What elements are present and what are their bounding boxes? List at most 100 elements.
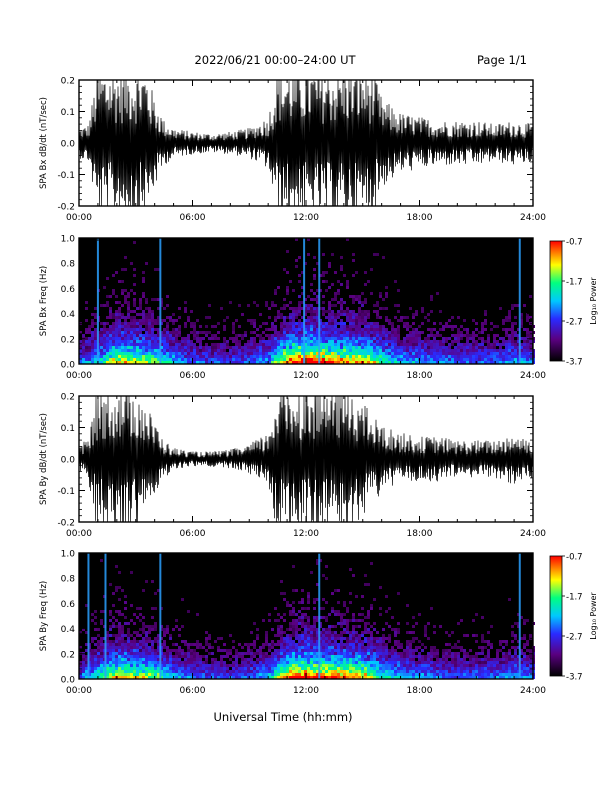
spectrogram-cell xyxy=(187,676,190,679)
spectrogram-cell xyxy=(82,349,85,352)
spectrogram-cell xyxy=(187,352,190,355)
spectrogram-cell xyxy=(343,664,346,667)
spectrogram-cell xyxy=(286,652,289,655)
spectrogram-cell xyxy=(406,631,409,634)
spectrogram-cell xyxy=(340,676,343,679)
spectrogram-cell xyxy=(121,358,124,361)
spectrogram-cell xyxy=(307,631,310,634)
spectrogram-cell xyxy=(451,646,454,649)
spectrogram-cell xyxy=(289,349,292,352)
spectrogram-cell xyxy=(421,358,424,361)
y-tick-label: 0.8 xyxy=(61,260,76,270)
spectrogram-cell xyxy=(118,301,121,304)
spectrogram-cell xyxy=(175,676,178,679)
spectrogram-cell xyxy=(121,643,124,646)
spectrogram-cell xyxy=(445,352,448,355)
spectrogram-cell xyxy=(409,307,412,310)
spectrogram-cell xyxy=(307,634,310,637)
spectrogram-cell xyxy=(421,346,424,349)
spectrogram-cell xyxy=(175,361,178,364)
spectrogram-cell xyxy=(88,652,91,655)
spectrogram-cell xyxy=(268,361,271,364)
spectrogram-cell xyxy=(127,316,130,319)
spectrogram-cell xyxy=(418,352,421,355)
spectrogram-cell xyxy=(355,334,358,337)
spectrogram-cell xyxy=(292,331,295,334)
spectrogram-cell xyxy=(373,676,376,679)
spectrogram-cell xyxy=(118,655,121,658)
spectrogram-cell xyxy=(301,643,304,646)
spectrogram-cell xyxy=(430,658,433,661)
spectrogram-cell xyxy=(145,580,148,583)
spectrogram-cell xyxy=(136,643,139,646)
spectrogram-cell xyxy=(178,334,181,337)
spectrogram-cell xyxy=(394,355,397,358)
spectrogram-cell xyxy=(316,361,319,364)
spectrogram-cell xyxy=(169,349,172,352)
spectrogram-cell xyxy=(319,307,322,310)
spectrogram-cell xyxy=(343,361,346,364)
spectrogram-cell xyxy=(145,349,148,352)
spectrogram-cell xyxy=(430,310,433,313)
spectrogram-cell xyxy=(388,343,391,346)
spectrogram-cell xyxy=(124,268,127,271)
spectrogram-cell xyxy=(394,304,397,307)
spectrogram-cell xyxy=(349,643,352,646)
spectrogram-cell xyxy=(265,340,268,343)
spectrogram-cell xyxy=(439,352,442,355)
spectrogram-cell xyxy=(346,337,349,340)
spectrogram-cell xyxy=(298,670,301,673)
spectrogram-cell xyxy=(475,640,478,643)
spectrogram-cell xyxy=(340,256,343,259)
spectrogram-cell xyxy=(121,331,124,334)
spectrogram-cell xyxy=(481,325,484,328)
spectrogram-cell xyxy=(91,355,94,358)
spectrogram-cell xyxy=(271,340,274,343)
spectrogram-cell xyxy=(481,673,484,676)
spectrogram-cell xyxy=(403,649,406,652)
spectrogram-cell xyxy=(259,676,262,679)
spectrogram-cell xyxy=(352,655,355,658)
spectrogram-cell xyxy=(151,670,154,673)
spectrogram-cell xyxy=(469,361,472,364)
spectrogram-cell xyxy=(151,343,154,346)
spectrogram-cell xyxy=(244,676,247,679)
spectrogram-cell xyxy=(184,349,187,352)
spectrogram-cell xyxy=(154,673,157,676)
spectrogram-cell xyxy=(97,670,100,673)
spectrogram-cell xyxy=(514,352,517,355)
spectrogram-cell xyxy=(238,670,241,673)
spectrogram-cell xyxy=(289,634,292,637)
spectrogram-cell xyxy=(160,643,163,646)
spectrogram-cell xyxy=(364,646,367,649)
spectrogram-cell xyxy=(100,331,103,334)
spectrogram-cell xyxy=(340,646,343,649)
spectrogram-cell xyxy=(163,658,166,661)
spectrogram-cell xyxy=(304,670,307,673)
spectrogram-cell xyxy=(283,661,286,664)
spectrogram-cell xyxy=(301,676,304,679)
spectrogram-cell xyxy=(349,670,352,673)
spectrogram-cell xyxy=(202,346,205,349)
spectrogram-cell xyxy=(142,640,145,643)
spectrogram-cell xyxy=(349,655,352,658)
spectrogram-cell xyxy=(199,325,202,328)
spectrogram-cell xyxy=(505,334,508,337)
spectrogram-cell xyxy=(172,322,175,325)
spectrogram-cell xyxy=(157,331,160,334)
spectrogram-cell xyxy=(196,646,199,649)
spectrogram-cell xyxy=(178,361,181,364)
spectrogram-cell xyxy=(265,655,268,658)
spectrogram-cell xyxy=(415,622,418,625)
spectrogram-cell xyxy=(112,649,115,652)
spectrogram-cell xyxy=(286,352,289,355)
spectrogram-cell xyxy=(412,358,415,361)
spectrogram-cell xyxy=(211,358,214,361)
spectrogram-cell xyxy=(229,358,232,361)
spectrogram-cell xyxy=(310,655,313,658)
spectrogram-cell xyxy=(328,673,331,676)
spectrogram-cell xyxy=(355,643,358,646)
spectrogram-cell xyxy=(148,322,151,325)
spectrogram-cell xyxy=(322,355,325,358)
spectrogram-cell xyxy=(91,349,94,352)
